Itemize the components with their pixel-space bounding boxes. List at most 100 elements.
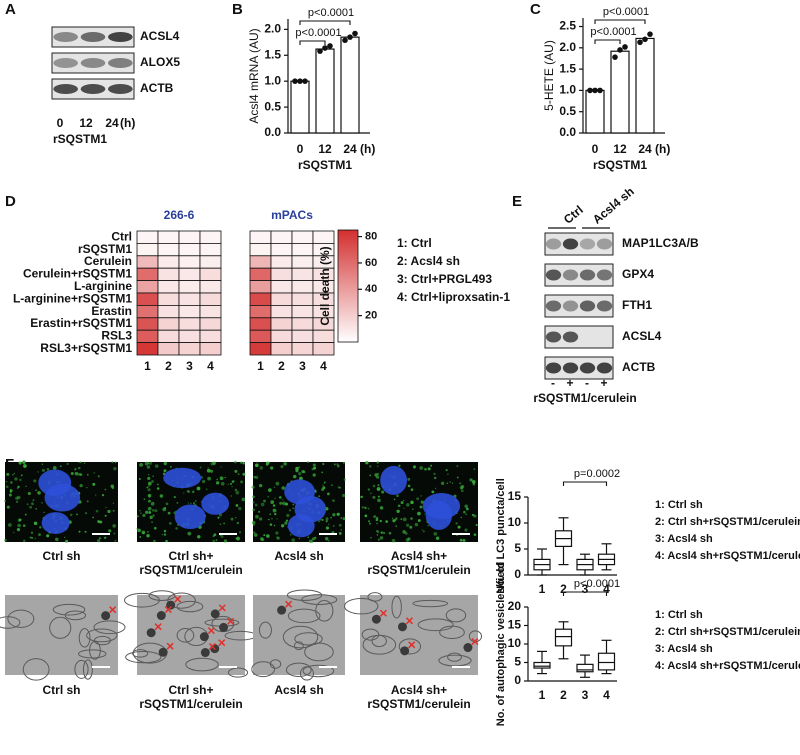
micrograph-puncta — [148, 461, 153, 465]
colorbar-label: Cell death (%) — [318, 246, 332, 325]
micrograph-texture — [176, 628, 195, 643]
y-axis-label: No. of LC3 puncta/cell — [495, 478, 507, 594]
band-label: ACSL4 — [622, 329, 662, 343]
image-caption: Acsl4 sh — [274, 683, 323, 697]
micrograph-puncta — [445, 469, 448, 472]
data-point — [292, 78, 298, 84]
micrograph-puncta — [417, 519, 421, 523]
micrograph-puncta — [255, 463, 259, 468]
heatmap-cell — [312, 342, 335, 356]
micrograph-puncta — [424, 467, 427, 471]
micrograph-puncta — [41, 502, 43, 504]
vesicle — [101, 611, 111, 621]
legend-item: 1: Ctrl — [397, 236, 432, 250]
y-axis-label: Acsl4 mRNA (AU) — [247, 28, 261, 123]
heatmap-cell — [178, 304, 201, 319]
micrograph-puncta — [313, 466, 317, 470]
micrograph-puncta — [367, 520, 371, 523]
annotation: p<0.0001 — [295, 27, 341, 39]
micrograph-texture — [78, 628, 91, 648]
micrograph-puncta — [375, 475, 380, 479]
box — [576, 663, 594, 673]
heatmap-cell — [291, 267, 314, 282]
micrograph-puncta — [32, 499, 34, 502]
micrograph-puncta — [97, 520, 101, 524]
heatmap-cell — [270, 317, 293, 331]
heatmap-cell — [249, 329, 272, 344]
blot-band — [80, 32, 106, 42]
micrograph-puncta — [161, 533, 164, 536]
heatmap-cell — [270, 280, 293, 294]
micrograph-puncta — [113, 466, 117, 471]
micrograph-puncta — [410, 500, 414, 505]
micrograph-puncta — [240, 461, 243, 464]
micrograph-puncta — [15, 500, 19, 503]
significance-bracket — [562, 591, 608, 596]
micrograph-puncta — [337, 486, 340, 489]
micrograph-puncta — [373, 515, 377, 519]
micrograph-puncta — [379, 506, 384, 510]
micrograph-puncta — [154, 509, 158, 513]
blot-strip — [544, 232, 614, 256]
micrograph-puncta — [55, 537, 59, 542]
micrograph-texture — [398, 638, 422, 655]
vesicle-star — [285, 600, 293, 608]
micrograph-texture — [417, 618, 454, 632]
heatmap-title: 266-6 — [164, 208, 195, 222]
y-tick-label: 2.0 — [264, 22, 281, 36]
micrograph-puncta — [383, 532, 386, 534]
micrograph-texture — [148, 590, 176, 601]
micrograph-puncta — [139, 462, 143, 467]
lane-label: 12 — [79, 116, 93, 130]
micrograph-puncta — [190, 502, 192, 504]
micrograph-puncta — [5, 480, 8, 483]
micrograph-texture — [7, 609, 35, 628]
micrograph-puncta — [5, 485, 9, 489]
image-caption: Acsl4 sh — [274, 549, 323, 563]
micrograph-puncta — [78, 466, 81, 470]
micrograph-puncta — [152, 514, 155, 517]
micrograph-puncta — [46, 467, 50, 471]
micrograph-puncta — [259, 483, 263, 488]
heatmap-cell — [270, 267, 293, 282]
micrograph-texture — [49, 616, 72, 639]
micrograph-puncta — [252, 531, 256, 534]
heatmap-cell — [157, 342, 180, 356]
micrograph-puncta — [46, 534, 50, 538]
micrograph-puncta — [377, 538, 380, 541]
micrograph-puncta — [391, 517, 394, 519]
legend-item: 1: Ctrl sh — [655, 499, 703, 511]
blot-band — [545, 269, 562, 281]
micrograph-puncta — [219, 523, 222, 525]
heatmap-cell — [291, 292, 314, 306]
blot-band — [596, 238, 613, 250]
micrograph-puncta — [471, 480, 476, 484]
micrograph-puncta — [241, 497, 246, 502]
micrograph-puncta — [340, 528, 343, 531]
row-label: Erastin — [91, 304, 132, 318]
micrograph-puncta — [70, 513, 73, 517]
vesicle-star — [471, 638, 479, 646]
vesicle-star — [379, 609, 387, 617]
x-tick-label: 24 — [638, 142, 652, 156]
heatmap-cell — [178, 317, 201, 331]
micrograph-puncta — [193, 502, 195, 505]
bar — [610, 50, 630, 134]
micrograph-texture — [293, 641, 304, 651]
micrograph-puncta — [6, 505, 10, 509]
image-caption: Ctrl sh — [42, 549, 80, 563]
micrograph-puncta — [202, 479, 206, 484]
micrograph-puncta — [150, 501, 155, 506]
y-tick-label: 5 — [514, 655, 521, 669]
micrograph-puncta — [328, 523, 330, 525]
micrograph-puncta — [111, 461, 114, 464]
micrograph-puncta — [397, 504, 401, 508]
micrograph-puncta — [275, 531, 279, 535]
vesicle-star — [166, 642, 174, 650]
micrograph-puncta — [376, 522, 378, 525]
micrograph-puncta — [370, 536, 372, 539]
lane-label: 24 — [105, 116, 119, 130]
y-tick-label: 15 — [508, 618, 522, 632]
micrograph-puncta — [435, 487, 437, 489]
micrograph-puncta — [79, 484, 83, 488]
